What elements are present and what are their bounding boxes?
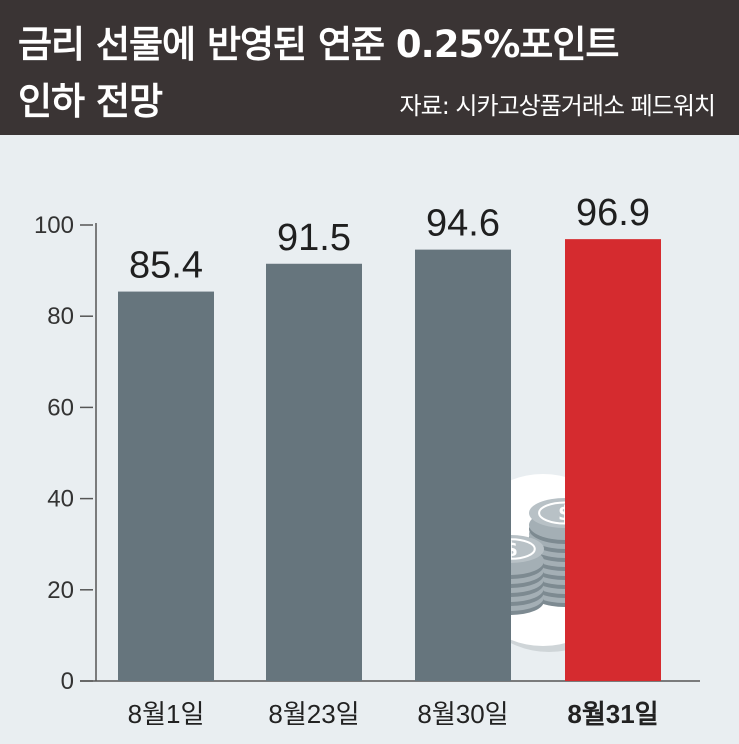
- source-note: 자료: 시카고상품거래소 페드워치: [399, 92, 716, 120]
- y-tick-label: 0: [61, 668, 74, 695]
- bar-value-label: 94.6: [426, 203, 500, 245]
- category-label: 8월23일: [268, 699, 359, 729]
- category-label: 8월31일: [567, 699, 658, 729]
- y-tick-label: 80: [47, 303, 74, 330]
- y-tick-label: 40: [47, 486, 74, 513]
- chart-title-line1: 금리 선물에 반영된 연준 0.25%포인트: [18, 23, 619, 66]
- y-tick-label: 100: [34, 212, 74, 239]
- category-label: 8월30일: [417, 699, 508, 729]
- y-tick-label: 20: [47, 577, 74, 604]
- bar: [565, 239, 661, 682]
- category-label: 8월1일: [128, 699, 205, 729]
- bar-value-label: 96.9: [576, 192, 650, 234]
- bar: [266, 263, 362, 681]
- bar-value-label: 85.4: [129, 245, 203, 287]
- bar-value-label: 91.5: [277, 217, 351, 259]
- y-tick-label: 60: [47, 394, 74, 421]
- bar-chart: 020406080100$$85.48월1일91.58월23일94.68월30일…: [34, 192, 700, 729]
- bar: [415, 249, 511, 681]
- chart-title-line2: 인하 전망: [18, 80, 163, 123]
- header-banner: 금리 선물에 반영된 연준 0.25%포인트 인하 전망 자료: 시카고상품거래…: [0, 0, 739, 135]
- bar: [118, 291, 214, 681]
